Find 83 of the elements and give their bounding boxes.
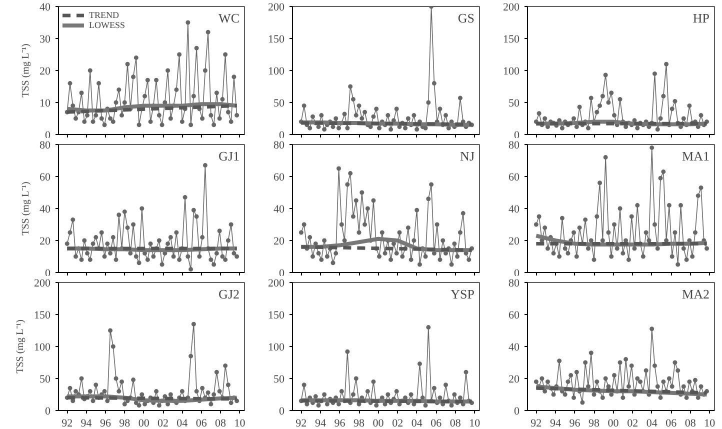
chart-title: GS <box>458 10 475 26</box>
y-tick-label: 20 <box>508 374 520 386</box>
y-tick-label: 150 <box>503 34 520 46</box>
x-tick-label: 98 <box>588 418 600 429</box>
x-tick-label: 98 <box>119 418 131 429</box>
y-tick-label: 50 <box>274 98 285 110</box>
y-tick-label: 80 <box>508 278 520 290</box>
y-tick-label: 150 <box>268 34 285 46</box>
x-tick-label: 96 <box>334 418 346 429</box>
y-tick-label: 0 <box>45 406 51 418</box>
y-tick-label: 0 <box>279 406 285 418</box>
y-tick-label: 10 <box>40 98 51 110</box>
x-tick-label: 10 <box>469 418 481 429</box>
y-tick-label: 200 <box>268 278 285 290</box>
x-tick-label: 06 <box>196 418 208 429</box>
x-tick-label: 02 <box>392 418 404 429</box>
y-tick-label: 60 <box>508 172 520 184</box>
y-tick-label: 100 <box>268 66 285 78</box>
y-tick-label: 100 <box>34 342 51 354</box>
chart-title: HP <box>692 10 710 26</box>
y-tick-label: 50 <box>508 98 520 110</box>
chart-title: WC <box>218 10 240 26</box>
y-tick-label: 80 <box>40 140 51 152</box>
x-tick-label: 96 <box>569 418 581 429</box>
x-tick-label: 08 <box>684 418 696 429</box>
x-tick-label: 94 <box>550 418 562 429</box>
y-tick-label: 200 <box>268 2 285 14</box>
x-tick-label: 02 <box>158 418 169 429</box>
y-tick-label: 60 <box>274 172 285 184</box>
x-tick-label: 00 <box>138 418 150 429</box>
x-tick-label: 92 <box>62 418 73 429</box>
y-tick-label: 150 <box>34 310 51 322</box>
y-tick-label: 40 <box>40 204 51 216</box>
x-tick-label: 06 <box>430 418 442 429</box>
legend-label: LOWESS <box>89 20 125 30</box>
y-tick-label: 20 <box>40 236 51 248</box>
y-tick-label: 60 <box>40 172 51 184</box>
y-tick-label: 80 <box>508 140 520 152</box>
y-axis-title: TSS (mg L⁻¹) <box>20 44 32 98</box>
x-tick-label: 04 <box>176 418 188 429</box>
y-tick-label: 20 <box>274 236 285 248</box>
y-tick-label: 60 <box>508 310 520 322</box>
chart-title: YSP <box>450 286 475 302</box>
x-tick-label: 04 <box>411 418 423 429</box>
x-tick-label: 94 <box>80 418 92 429</box>
y-axis-title: TSS (mg L⁻¹) <box>20 182 32 236</box>
y-axis-title: TSS (mg L⁻¹) <box>15 320 26 374</box>
chart-title: MA2 <box>682 286 710 302</box>
y-tick-label: 200 <box>34 278 51 290</box>
legend-label: TREND <box>89 10 119 20</box>
y-tick-label: 30 <box>40 34 51 46</box>
chart-title: GJ1 <box>218 148 240 164</box>
y-tick-label: 40 <box>40 2 51 14</box>
y-tick-label: 20 <box>40 66 51 78</box>
x-tick-label: 06 <box>666 418 678 429</box>
y-tick-label: 100 <box>503 66 520 78</box>
x-tick-label: 92 <box>296 418 307 429</box>
y-tick-label: 20 <box>508 236 520 248</box>
chart-title: GJ2 <box>218 286 240 302</box>
x-tick-label: 00 <box>372 418 384 429</box>
chart-title: MA1 <box>682 148 710 164</box>
x-tick-label: 94 <box>314 418 326 429</box>
y-tick-label: 200 <box>503 2 520 14</box>
y-tick-label: 80 <box>274 140 285 152</box>
y-tick-label: 100 <box>268 342 285 354</box>
x-tick-label: 04 <box>646 418 658 429</box>
x-tick-label: 00 <box>608 418 620 429</box>
x-tick-label: 02 <box>627 418 638 429</box>
x-tick-label: 98 <box>354 418 366 429</box>
x-tick-label: 10 <box>234 418 246 429</box>
y-tick-label: 40 <box>508 342 520 354</box>
chart-title: NJ <box>460 148 475 164</box>
y-tick-label: 50 <box>40 374 51 386</box>
y-tick-label: 50 <box>274 374 285 386</box>
x-tick-label: 10 <box>704 418 716 429</box>
y-tick-label: 150 <box>268 310 285 322</box>
x-tick-label: 08 <box>450 418 462 429</box>
x-tick-label: 92 <box>530 418 542 429</box>
x-tick-label: 96 <box>100 418 112 429</box>
x-tick-label: 08 <box>215 418 227 429</box>
y-tick-label: 40 <box>274 204 285 216</box>
y-tick-label: 40 <box>508 204 520 216</box>
y-tick-label: 0 <box>514 406 520 418</box>
